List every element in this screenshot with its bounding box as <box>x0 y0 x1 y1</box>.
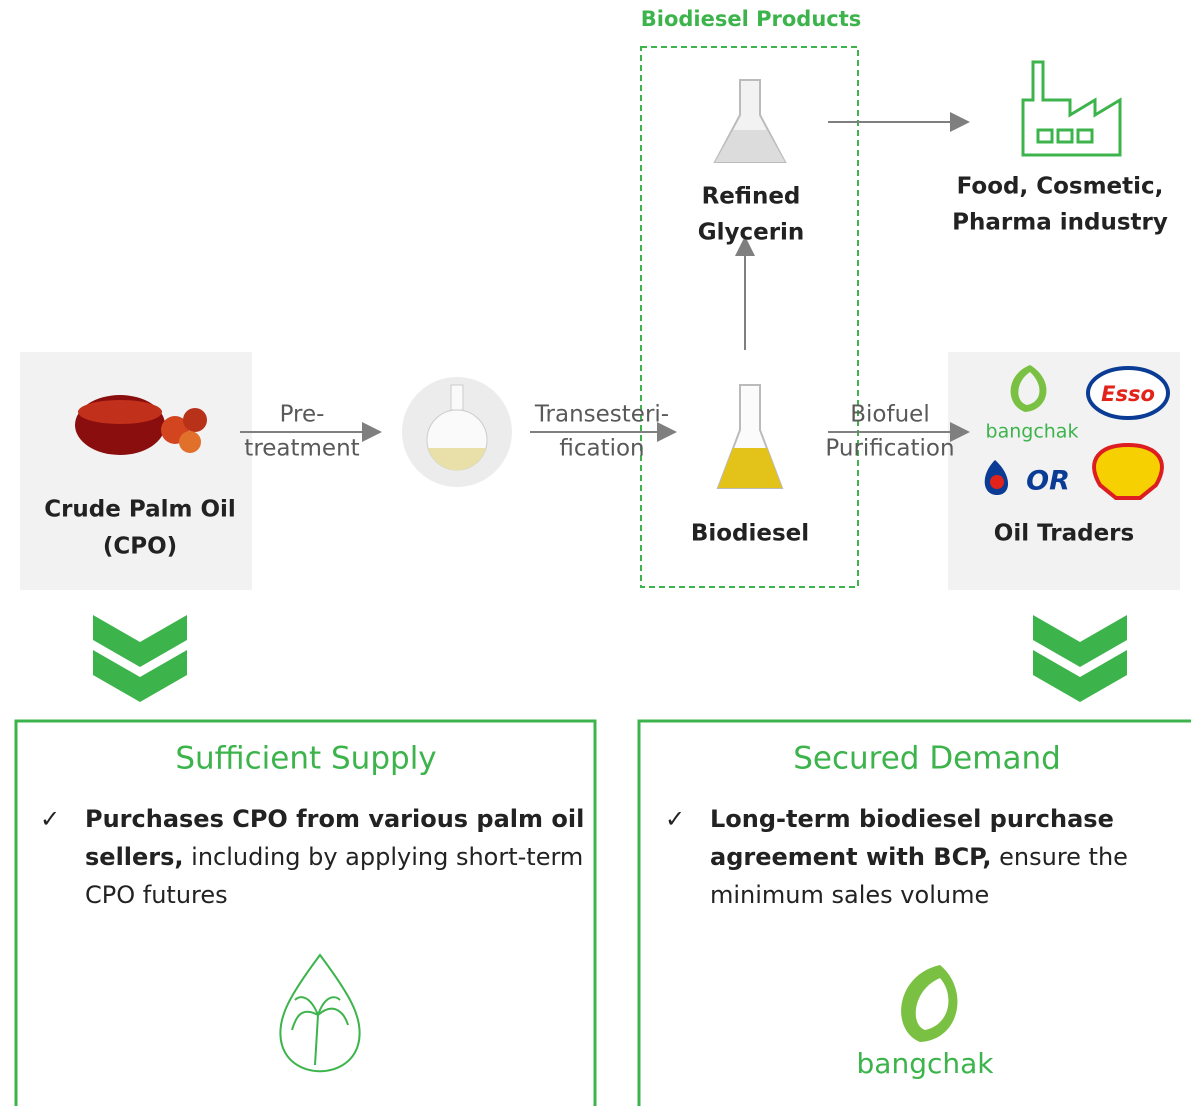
logo-text: bangchak <box>986 421 1079 443</box>
trader-logos: bangchak Esso OR <box>984 365 1170 500</box>
bullet-bold: Long-term biodiesel purchase agreement w… <box>710 805 1114 871</box>
logo-text: OR <box>1026 466 1070 497</box>
logo-text: Esso <box>1101 382 1155 406</box>
panel-box <box>14 719 597 1106</box>
panel-title: Secured Demand <box>793 741 1061 777</box>
bullet-normal: ensure the minimum sales volume <box>710 843 1128 909</box>
biodiesel-icon <box>716 384 784 489</box>
chevrons <box>93 615 1127 702</box>
cpo-label: Crude Palm Oil <box>44 497 236 523</box>
industry-label: Food, Cosmetic, <box>957 174 1164 200</box>
bullet-bold: Purchases CPO from various palm oil sell… <box>85 805 585 871</box>
bullet-text: Purchases CPO from various palm oil sell… <box>85 800 585 914</box>
cpo-box <box>20 352 252 590</box>
glycerin-icon <box>713 79 787 163</box>
glycerin-label: Refined <box>702 184 801 210</box>
flask-icon <box>402 377 512 487</box>
bangchak-logo: bangchak <box>857 965 995 1080</box>
bullet-text: Long-term biodiesel purchase agreement w… <box>710 800 1190 914</box>
biodiesel-label: Biodiesel <box>691 521 809 547</box>
edge-label: treatment <box>244 436 359 462</box>
bullet-normal: including by applying short-term CPO fut… <box>85 843 584 909</box>
industry-label: Pharma industry <box>952 210 1168 236</box>
bullet-mark: ✓ <box>40 805 61 833</box>
edge-label: Pre- <box>280 402 325 428</box>
panel-title: Sufficient Supply <box>175 741 436 777</box>
edge-label: fication <box>559 436 644 462</box>
traders-label: Oil Traders <box>994 521 1134 547</box>
group-title: Biodiesel Products <box>641 7 862 31</box>
edge-label: Biofuel <box>850 402 929 428</box>
bullet-mark: ✓ <box>665 805 686 833</box>
edge-label: Purification <box>825 436 954 462</box>
factory-icon <box>1021 60 1122 157</box>
cpo-icon <box>75 395 207 455</box>
edge-label: Transesteri- <box>534 402 669 428</box>
cpo-label: (CPO) <box>103 534 177 560</box>
group-box <box>640 46 859 588</box>
glycerin-label: Glycerin <box>698 220 805 246</box>
panel-box <box>637 719 1191 1106</box>
logo-text: bangchak <box>857 1047 995 1080</box>
palm-icon <box>279 953 361 1073</box>
